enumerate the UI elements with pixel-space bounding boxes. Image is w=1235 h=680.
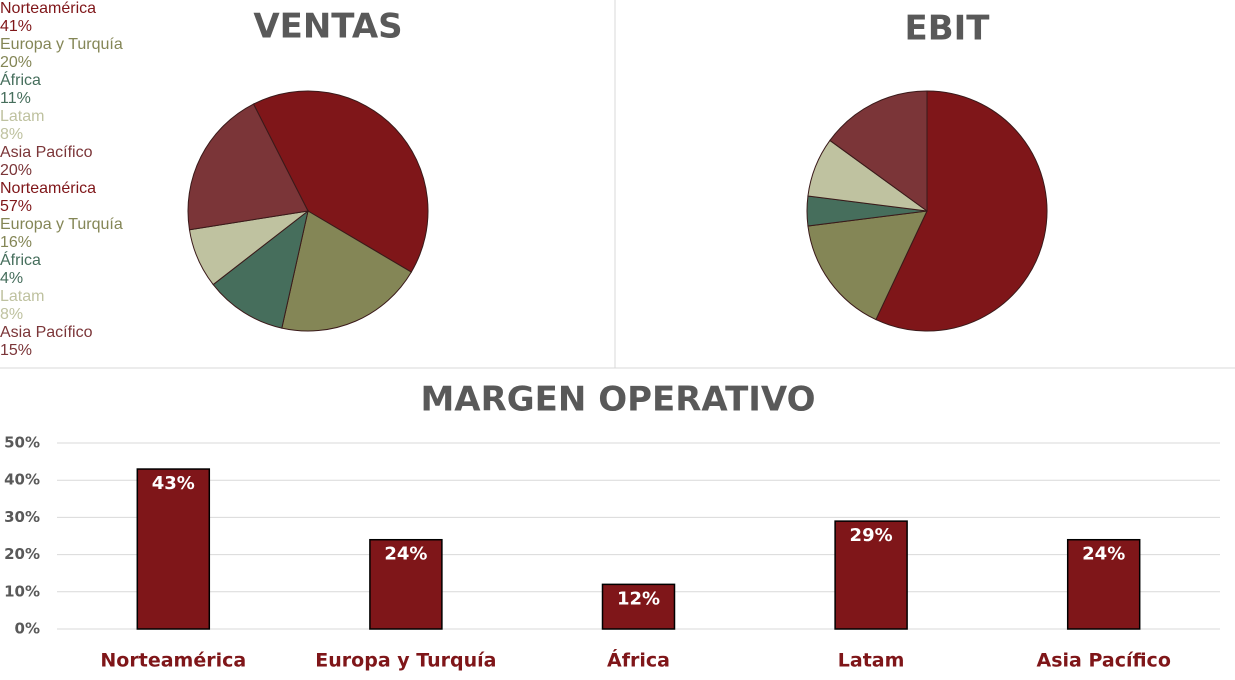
slice-category: África [0,72,41,89]
slice-category: África [0,252,41,269]
slice-label: África 4% [0,252,1235,288]
y-tick-label: 20% [4,545,40,563]
x-tick-label: Europa y Turquía [315,650,496,672]
bar-value-label: 12% [617,588,660,609]
slice-value: 8% [0,306,24,323]
slice-label: Norteamérica 41% [0,0,1235,36]
slice-value: 16% [0,234,33,251]
slice-label: Europa y Turquía 20% [0,36,1235,72]
bar-value-label: 24% [1082,544,1125,565]
bar [369,538,443,630]
slice-value: 4% [0,270,24,287]
y-tick-label: 10% [4,582,40,600]
slice-value: 15% [0,342,33,359]
chart-title: EBIT [905,9,991,49]
slice-label: Latam 8% [0,288,1235,324]
bar [601,583,676,630]
pie-slice [829,90,928,212]
slice-value: 20% [0,162,33,179]
y-tick-label: 30% [4,508,40,526]
slice-label: África 11% [0,72,1235,108]
slice-category: Latam [0,288,45,305]
slice-value: 20% [0,54,33,71]
pie-slice [212,209,309,329]
slice-category: Asia Pacífico [0,324,93,341]
slice-category: Asia Pacífico [0,144,93,161]
x-tick-label: Asia Pacífico [1037,650,1171,672]
slice-category: Europa y Turquía [0,216,123,233]
y-tick-label: 50% [4,434,40,452]
slice-value: 41% [0,18,33,35]
slice-category: Norteamérica [0,0,97,17]
slice-category: Latam [0,108,45,125]
bar-value-label: 24% [384,544,427,565]
bar [136,468,211,630]
slice-value: 8% [0,126,24,143]
slice-label: Europa y Turquía 16% [0,216,1235,252]
slice-category: Norteamérica [0,180,97,197]
chart-title: MARGEN OPERATIVO [420,380,815,420]
slice-category: Europa y Turquía [0,36,123,53]
slice-label: Norteamérica 57% [0,180,1235,216]
y-tick-label: 40% [4,471,40,489]
pie-slice [807,210,928,321]
bar [1066,538,1141,630]
pie-slice [187,103,309,231]
slice-label: Latam 8% [0,108,1235,144]
pie-slice [281,210,412,332]
slice-value: 11% [0,90,31,107]
bar-value-label: 43% [152,473,195,494]
slice-label: Asia Pacífico 20% [0,144,1235,180]
chart-title: VENTAS [253,7,402,47]
x-tick-label: África [607,649,670,672]
bar [834,520,908,630]
pie-slice [875,90,1048,332]
x-tick-label: Norteamérica [100,650,246,672]
slice-label: Asia Pacífico 15% [0,324,1235,360]
slice-value: 57% [0,198,33,215]
y-tick-label: 0% [15,620,40,638]
bar-value-label: 29% [850,525,893,546]
pie-slice [252,90,429,273]
x-tick-label: Latam [838,650,905,672]
